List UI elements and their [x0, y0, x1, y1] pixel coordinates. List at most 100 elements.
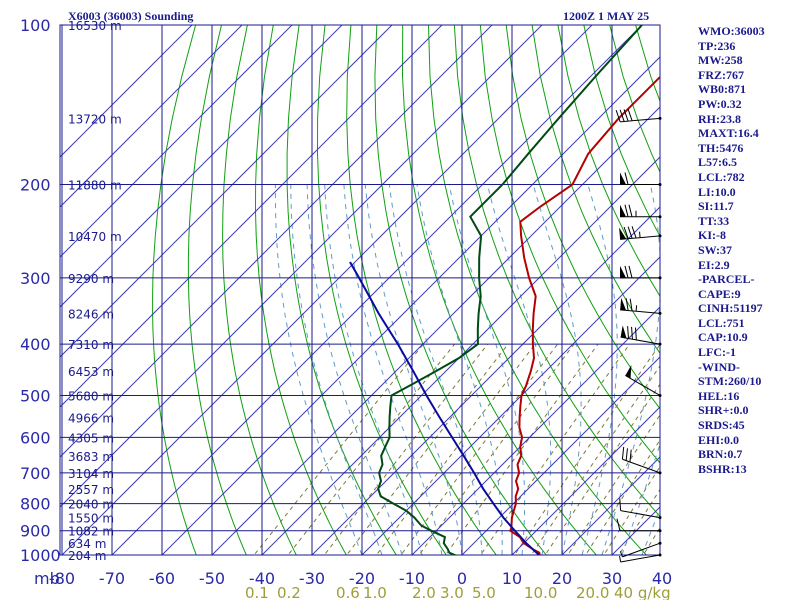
dry-adiabat	[222, 25, 297, 555]
stability-index-item: TT:33	[698, 213, 730, 228]
chart-title: X6003 (36003) Sounding	[68, 9, 193, 23]
wind-barb-station	[658, 529, 662, 533]
dry-adiabat	[254, 25, 347, 555]
stability-index-item: SRDS:45	[698, 418, 745, 433]
wind-barb-staff	[620, 510, 661, 519]
height-label: 634 m	[68, 537, 106, 551]
wind-barb-half-flag	[619, 551, 623, 558]
isotherm-line	[411, 306, 660, 555]
wind-barb	[620, 204, 662, 219]
dry-adiabat	[557, 25, 660, 298]
wind-barb-pennant	[620, 265, 626, 278]
dry-adiabat	[316, 25, 447, 555]
stability-index-item: FRZ:767	[698, 67, 744, 82]
mixing-ratio-label: 0.6	[336, 584, 360, 600]
stability-index-item: BSHR:13	[698, 461, 747, 476]
temperature-tick-label: -10	[399, 569, 425, 588]
wind-barb-station	[658, 393, 662, 397]
stability-index-item: WMO:36003	[698, 24, 765, 38]
height-label: 4966 m	[68, 411, 114, 425]
wind-barb-staff	[622, 458, 661, 474]
wind-barb-flag	[627, 108, 633, 121]
height-label: 6453 m	[68, 365, 114, 379]
height-label: 8246 m	[68, 307, 114, 321]
mixing-ratio-label: 3.0	[440, 584, 464, 600]
stability-index-item: LI:10.0	[698, 184, 736, 199]
height-label: 2557 m	[68, 483, 114, 497]
chart-datetime: 1200Z 1 MAY 25	[563, 9, 649, 23]
stability-index-item: HEL:16	[698, 388, 740, 403]
pressure-tick-label: 900	[20, 522, 51, 541]
mixing-ratio-label: 1.0	[363, 584, 387, 600]
stability-index-item: TH:5476	[698, 140, 744, 155]
wind-barb-flag	[631, 226, 637, 239]
stability-index-item: PW:0.32	[698, 96, 742, 111]
mixing-ratio-label: 2.0	[412, 584, 436, 600]
moist-adiabat	[487, 184, 552, 555]
stability-index-item: MAXT:16.4	[698, 126, 759, 141]
isotherm-line	[261, 156, 660, 555]
wind-barb-flag	[629, 449, 632, 463]
pressure-tick-label: 700	[20, 464, 51, 483]
dry-adiabat	[428, 25, 647, 555]
wind-barb-flag	[631, 326, 633, 340]
wind-barb-staff	[620, 554, 661, 563]
stability-index-item: LFC:-1	[698, 345, 736, 360]
wind-barb-flag	[627, 226, 633, 239]
temperature-tick-label: 0	[457, 569, 467, 588]
temperature-tick-label: 30	[602, 569, 622, 588]
isotherm-line	[211, 106, 660, 555]
mixing-ratio-label: 0.1	[245, 584, 269, 600]
stability-index-item: STM:260/10	[698, 374, 762, 389]
wind-barb-flag	[627, 326, 629, 339]
dry-adiabat	[453, 25, 660, 518]
isotherm-line	[461, 356, 660, 555]
stability-index-item: RH:23.8	[698, 111, 741, 126]
pressure-tick-label: 100	[20, 16, 51, 35]
wind-barb	[615, 108, 662, 123]
pressure-tick-label: 1000	[20, 546, 61, 565]
temperature-tick-label: -20	[349, 569, 375, 588]
height-label: 1550 m	[68, 512, 114, 526]
pressure-tick-label: 500	[20, 386, 51, 405]
isotherm-line	[561, 456, 660, 555]
temperature-tick-label: -50	[199, 569, 225, 588]
moist-adiabat	[306, 184, 403, 555]
mixing-ratio-line	[253, 343, 424, 555]
wind-barb-pennant	[620, 172, 626, 185]
wind-barb-flag	[615, 109, 621, 122]
dry-adiabat	[286, 25, 397, 555]
wind-barb-flag	[616, 518, 621, 531]
wind-barb-staff	[620, 336, 661, 345]
temperature-tick-label: -60	[149, 569, 175, 588]
wind-barb-flag	[625, 448, 628, 461]
dry-adiabat	[479, 25, 660, 464]
wind-barb-flag	[624, 204, 629, 217]
height-label: 4305 m	[68, 431, 114, 445]
dry-adiabat	[401, 25, 597, 555]
stability-index-item: CAPE:9	[698, 286, 741, 301]
dry-adiabat	[531, 25, 660, 355]
stability-index-item: TP:236	[698, 38, 736, 53]
wind-barb-station	[658, 183, 662, 187]
stability-indices-panel: WMO:36003 TP:236 MW:258 FRZ:767 WB0:871 PW:0.…	[698, 24, 798, 476]
wind-barb-station	[658, 342, 662, 346]
moist-adiabat	[532, 184, 582, 555]
moist-adiabat	[290, 184, 383, 555]
pressure-unit-label: mb	[34, 569, 60, 588]
isotherm-line	[61, 25, 593, 555]
stability-index-item: EHI:0.0	[698, 432, 740, 447]
wind-barb	[620, 172, 662, 187]
temperature-tick-label: 40	[652, 569, 672, 588]
wind-barb-station	[658, 311, 662, 315]
wind-barb	[620, 297, 662, 315]
stability-index-item: CAP:10.9	[698, 330, 748, 345]
mixing-ratio-line	[375, 343, 536, 555]
height-label: 3683 m	[68, 450, 114, 464]
dry-adiabat	[374, 25, 547, 555]
wind-barb-station	[658, 541, 662, 545]
stability-index-item: CINH:51197	[698, 301, 763, 316]
wind-barb-station	[658, 516, 662, 520]
isotherm-line	[111, 25, 643, 555]
pressure-tick-label: 300	[20, 269, 51, 288]
